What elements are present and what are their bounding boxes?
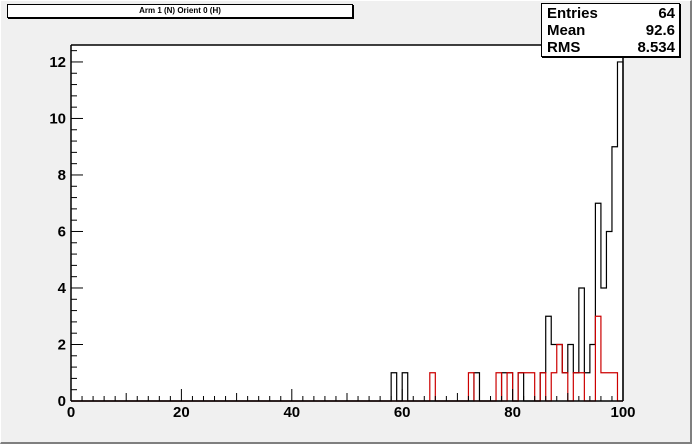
- stats-rms-value: 8.534: [637, 39, 675, 56]
- x-tick-label: 40: [283, 404, 300, 421]
- y-tick-label: 2: [58, 336, 66, 353]
- stats-mean-value: 92.6: [645, 22, 675, 39]
- x-tick-label: 0: [67, 404, 75, 421]
- stats-row-entries: Entries 64: [547, 5, 675, 22]
- plot-area: [71, 45, 623, 401]
- x-tick-label: 20: [173, 404, 190, 421]
- stats-row-rms: RMS 8.534: [547, 39, 675, 56]
- x-tick-label: 60: [394, 404, 411, 421]
- stats-row-mean: Mean 92.6: [547, 22, 675, 39]
- stats-entries-value: 64: [658, 5, 675, 22]
- x-tick-label: 100: [610, 404, 635, 421]
- y-tick-label: 4: [58, 280, 67, 297]
- y-tick-label: 10: [49, 110, 66, 127]
- y-tick-label: 0: [58, 393, 66, 410]
- y-tick-label: 8: [58, 167, 66, 184]
- histogram-title: Arm 1 (N) Orient 0 (H): [7, 4, 353, 18]
- y-tick-label: 6: [58, 223, 66, 240]
- stats-box: Entries 64 Mean 92.6 RMS 8.534: [541, 3, 680, 57]
- stats-entries-label: Entries: [547, 5, 598, 22]
- stats-rms-label: RMS: [547, 39, 581, 56]
- y-tick-label: 12: [49, 54, 66, 71]
- x-tick-label: 80: [504, 404, 521, 421]
- stats-mean-label: Mean: [547, 22, 586, 39]
